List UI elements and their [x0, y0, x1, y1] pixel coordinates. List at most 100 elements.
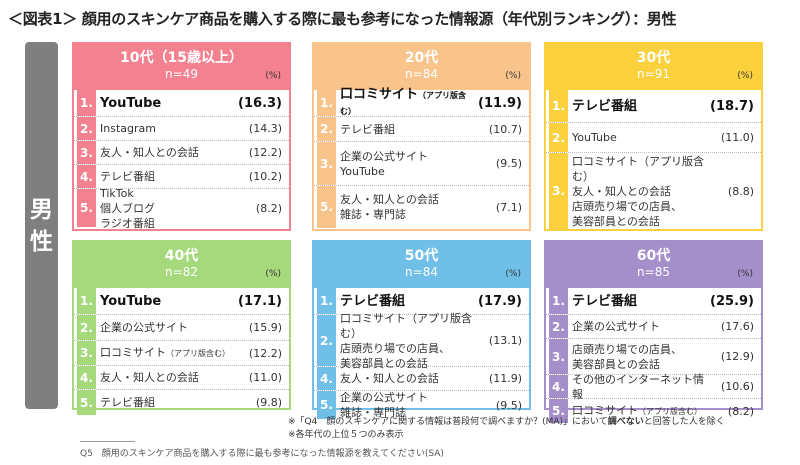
source-label: 友人・知人との会話	[100, 146, 199, 159]
ranking-row: 4. テレビ番組 (10.2)	[74, 165, 289, 189]
source-label: Instagram	[100, 122, 156, 135]
percentage-value: (9.5)	[495, 398, 522, 412]
percentage-value: (12.9)	[720, 350, 754, 363]
percentage-value: (18.7)	[710, 98, 754, 114]
ranking-row: 2. YouTube (11.0)	[546, 123, 761, 153]
rank-badge: 3.	[77, 341, 96, 365]
ranking-row: 4. 友人・知人との会話 (11.0)	[74, 366, 289, 390]
source-label: テレビ番組	[100, 396, 155, 409]
ranking-row: 1. YouTube (16.3)	[74, 90, 289, 117]
source-label: テレビ番組	[340, 122, 395, 136]
rank-badge: 2.	[317, 315, 336, 366]
divider	[80, 441, 135, 442]
source-label: YouTube	[100, 95, 162, 111]
panel-header: 20代 n=84 (%)	[314, 44, 529, 90]
question-note: Q5 顔用のスキンケア商品を購入する際に最も参考になった情報源を教えてください(…	[80, 449, 444, 459]
source-label: 店頭売り場での店員、 美容部員との会話	[572, 342, 682, 371]
source-label: YouTube	[572, 131, 617, 144]
rank-badge: 2.	[77, 315, 96, 340]
rank-badge: 1.	[549, 90, 568, 122]
panel-1: 20代 n=84 (%) 1. 口コミサイト（アプリ版含む） (11.9) 2. テレビ番組 (…	[312, 42, 531, 231]
percentage-value: (17.1)	[238, 293, 282, 309]
panel-age-label: 50代	[404, 248, 439, 264]
panel-unit-label: (%)	[505, 269, 521, 279]
panel-sample-size: n=85	[637, 265, 670, 279]
panel-0: 10代（15歳以上） n=49 (%) 1. YouTube (16.3) 2. Instag…	[72, 42, 291, 231]
panel-unit-label: (%)	[737, 269, 753, 279]
ranking-row: 5. TikTok 個人ブログ ラジオ番組 (8.2)	[74, 187, 289, 230]
percentage-value: (17.6)	[720, 320, 754, 333]
rank-badge: 4.	[317, 367, 336, 390]
ranking-row: 3. 店頭売り場での店員、 美容部員との会話 (12.9)	[546, 339, 761, 375]
percentage-value: (16.3)	[238, 95, 282, 111]
panel-age-label: 40代	[164, 248, 199, 264]
percentage-value: (8.2)	[727, 404, 754, 418]
panel-3: 40代 n=82 (%) 1. YouTube (17.1) 2. 企業の公式サイト (15.9…	[72, 240, 291, 415]
panel-header: 50代 n=84 (%)	[314, 242, 529, 288]
panel-sample-size: n=82	[165, 265, 198, 279]
source-sublabel: （アプリ版含む）	[340, 91, 467, 116]
percentage-value: (9.5)	[495, 157, 522, 170]
rank-badge: 2.	[549, 123, 568, 152]
panel-age-label: 60代	[636, 248, 671, 264]
panel-sample-size: n=84	[405, 265, 438, 279]
source-label: テレビ番組	[100, 170, 155, 183]
gender-label-2: 性	[30, 228, 53, 255]
percentage-value: (17.9)	[478, 293, 522, 309]
percentage-value: (10.7)	[488, 122, 522, 136]
source-label: 友人・知人との会話	[340, 372, 439, 385]
source-label: 企業の公式サイト	[100, 321, 188, 334]
rank-badge: 4.	[77, 165, 96, 188]
ranking-row: 2. 企業の公式サイト (15.9)	[74, 315, 289, 341]
panel-header: 40代 n=82 (%)	[74, 242, 289, 288]
percentage-value: (15.9)	[248, 321, 282, 334]
percentage-value: (8.8)	[727, 184, 754, 198]
panel-sample-size: n=49	[165, 67, 198, 81]
source-label: テレビ番組	[572, 293, 638, 309]
ranking-row: 5. 友人・知人との会話 雑誌・専門誌 (7.1)	[314, 186, 529, 228]
rank-badge: 3.	[549, 153, 568, 229]
percentage-value: (11.9)	[478, 95, 522, 111]
panel-unit-label: (%)	[737, 71, 753, 81]
ranking-row: 1. テレビ番組 (17.9)	[314, 288, 529, 315]
percentage-value: (25.9)	[710, 293, 754, 309]
panel-age-label: 30代	[636, 50, 671, 66]
ranking-row: 3. 友人・知人との会話 (12.2)	[74, 141, 289, 165]
panel-header: 60代 n=85 (%)	[546, 242, 761, 288]
rank-badge: 5.	[549, 399, 568, 423]
rank-badge: 5.	[317, 186, 336, 228]
percentage-value: (8.2)	[255, 201, 282, 215]
ranking-row: 1. テレビ番組 (18.7)	[546, 90, 761, 123]
ranking-row: 3. 企業の公式サイト YouTube (9.5)	[314, 142, 529, 186]
ranking-row: 4. 友人・知人との会話 (11.9)	[314, 367, 529, 391]
panel-age-label: 20代	[404, 50, 439, 66]
source-sublabel: （アプリ版含む）	[166, 349, 230, 358]
rank-badge: 1.	[77, 288, 96, 314]
source-label: 企業の公式サイト 雑誌・専門誌	[340, 391, 428, 419]
ranking-row: 3. 口コミサイト（アプリ版含む） (12.2)	[74, 341, 289, 366]
source-label: 口コミサイト（アプリ版含む）	[100, 346, 230, 359]
rank-badge: 3.	[317, 142, 336, 185]
panel-4: 50代 n=84 (%) 1. テレビ番組 (17.9) 2. 口コミサイト（アプリ版含む）店…	[312, 240, 531, 419]
panel-unit-label: (%)	[505, 71, 521, 81]
note-exclusion: ※「Q4 顔のスキンケアに関する情報は普段何で調べますか？(MA)」において調べ…	[288, 417, 725, 427]
rank-badge: 1.	[77, 90, 96, 116]
rank-badge: 2.	[317, 117, 336, 141]
rank-badge: 4.	[77, 366, 96, 389]
percentage-value: (10.6)	[720, 380, 754, 393]
rank-badge: 3.	[77, 141, 96, 164]
panel-age-label: 10代（15歳以上）	[120, 50, 243, 66]
note-top5: ※各年代の上位５つのみ表示	[288, 430, 404, 440]
ranking-row: 1. YouTube (17.1)	[74, 288, 289, 315]
panel-5: 60代 n=85 (%) 1. テレビ番組 (25.9) 2. 企業の公式サイト (17.6) 3…	[544, 240, 763, 423]
source-sublabel: （アプリ版含む）	[638, 407, 702, 416]
source-label: テレビ番組	[572, 98, 638, 114]
source-label: 企業の公式サイト	[572, 320, 660, 333]
rank-badge: 5.	[77, 189, 96, 227]
rank-badge: 2.	[77, 117, 96, 140]
percentage-value: (11.9)	[488, 372, 522, 385]
panel-unit-label: (%)	[265, 71, 281, 81]
panel-sample-size: n=84	[405, 67, 438, 81]
ranking-row: 1. テレビ番組 (25.9)	[546, 288, 761, 315]
source-label: 友人・知人との会話 雑誌・専門誌	[340, 193, 439, 221]
